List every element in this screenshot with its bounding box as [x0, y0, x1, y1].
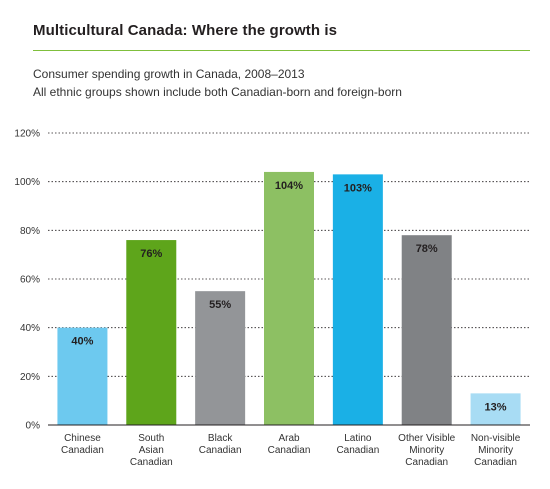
x-category-label: Canadian — [130, 457, 173, 468]
y-tick-label: 60% — [20, 275, 40, 286]
bar — [57, 327, 108, 425]
chart-subtitle-line-2: All ethnic groups shown include both Can… — [33, 85, 402, 99]
x-category-label: Canadian — [268, 445, 311, 456]
y-tick-label: 40% — [20, 323, 40, 334]
x-category-label: Canadian — [199, 445, 242, 456]
bar-value-label: 104% — [275, 180, 303, 192]
x-category-label: Black — [208, 433, 233, 444]
x-category-label: Chinese — [64, 433, 101, 444]
y-tick-label: 20% — [20, 372, 40, 383]
x-category-label: Latino — [344, 433, 372, 444]
bar-value-label: 40% — [71, 336, 93, 348]
bar-value-label: 76% — [140, 248, 162, 260]
bar-value-label: 55% — [209, 299, 231, 311]
bar — [264, 171, 314, 425]
bar — [195, 291, 246, 425]
bar — [332, 174, 383, 425]
x-category-label: Canadian — [336, 445, 379, 456]
bar-value-label: 13% — [485, 401, 507, 413]
x-category-label: Arab — [278, 433, 300, 444]
chart-subtitle-line-1: Consumer spending growth in Canada, 2008… — [33, 67, 305, 81]
y-tick-label: 100% — [14, 177, 40, 188]
title-rule — [33, 50, 530, 51]
bar-value-label: 103% — [344, 182, 372, 194]
x-category-label: Asian — [139, 445, 164, 456]
chart-title: Multicultural Canada: Where the growth i… — [33, 22, 338, 39]
bar — [126, 240, 177, 425]
x-category-label: Minority — [478, 445, 513, 456]
bar-value-label: 78% — [416, 243, 438, 255]
y-tick-label: 0% — [26, 421, 41, 432]
x-category-label: Other Visible — [398, 433, 456, 444]
y-tick-label: 120% — [14, 129, 40, 140]
x-category-label: Non-visible — [471, 433, 521, 444]
bar — [401, 235, 452, 425]
x-category-label: Canadian — [405, 457, 448, 468]
bar — [470, 393, 521, 425]
x-category-label: South — [138, 433, 164, 444]
x-category-label: Canadian — [474, 457, 517, 468]
x-category-label: Minority — [409, 445, 444, 456]
x-category-label: Canadian — [61, 445, 104, 456]
y-tick-label: 80% — [20, 226, 40, 237]
